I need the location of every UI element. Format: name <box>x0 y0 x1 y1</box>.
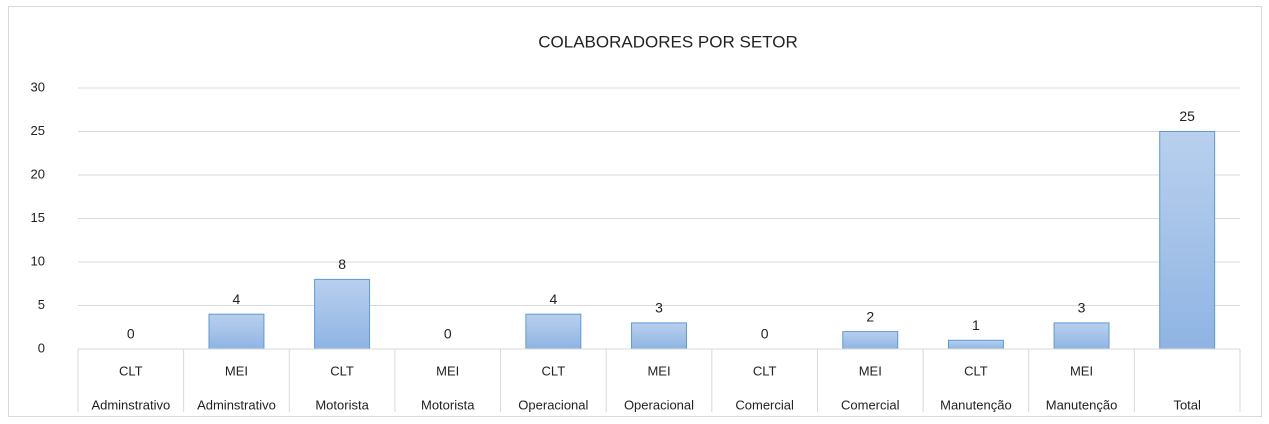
data-label: 0 <box>444 326 452 342</box>
bar <box>1159 131 1216 350</box>
x-group-label: Adminstrativo <box>91 397 170 412</box>
x-group-label: Total <box>1173 397 1201 412</box>
bar <box>208 313 265 350</box>
y-tick-label: 20 <box>31 166 45 181</box>
x-group-label: Adminstrativo <box>197 397 276 412</box>
x-tick-label: MEI <box>647 363 670 378</box>
bar <box>842 331 899 350</box>
x-tick-label: CLT <box>964 363 988 378</box>
y-tick-label: 5 <box>38 297 45 312</box>
x-group-label: Operacional <box>624 397 694 412</box>
data-label: 2 <box>866 308 874 324</box>
bar <box>947 339 1004 350</box>
x-tick-label: CLT <box>753 363 777 378</box>
data-label: 4 <box>549 291 557 307</box>
x-tick-label: CLT <box>119 363 143 378</box>
x-group-label: Motorista <box>421 397 475 412</box>
y-tick-label: 25 <box>31 123 45 138</box>
data-label: 25 <box>1179 108 1195 124</box>
x-group-label: Manutenção <box>940 397 1012 412</box>
x-tick-label: MEI <box>225 363 248 378</box>
x-tick-label: MEI <box>859 363 882 378</box>
data-label: 4 <box>233 291 241 307</box>
bar <box>631 322 687 350</box>
bar <box>525 313 582 350</box>
bar <box>314 278 371 350</box>
x-group-label: Manutenção <box>1046 397 1118 412</box>
chart-frame <box>8 6 1262 417</box>
data-label: 1 <box>972 317 980 333</box>
x-group-label: Comercial <box>841 397 900 412</box>
data-label: 8 <box>338 256 346 272</box>
data-label: 3 <box>1078 300 1086 316</box>
data-label: 0 <box>127 326 135 342</box>
y-tick-label: 30 <box>31 79 45 94</box>
x-tick-label: MEI <box>436 363 459 378</box>
chart-title: COLABORADORES POR SETOR <box>538 32 797 51</box>
x-tick-label: CLT <box>542 363 566 378</box>
x-group-label: Comercial <box>735 397 794 412</box>
bar <box>1053 322 1110 350</box>
y-tick-label: 15 <box>31 210 45 225</box>
y-tick-label: 0 <box>38 340 45 355</box>
x-tick-label: CLT <box>330 363 354 378</box>
y-tick-label: 10 <box>31 253 45 268</box>
x-group-label: Operacional <box>518 397 588 412</box>
data-label: 0 <box>761 326 769 342</box>
x-group-label: Motorista <box>315 397 369 412</box>
x-tick-label: MEI <box>1070 363 1093 378</box>
data-label: 3 <box>655 300 663 316</box>
